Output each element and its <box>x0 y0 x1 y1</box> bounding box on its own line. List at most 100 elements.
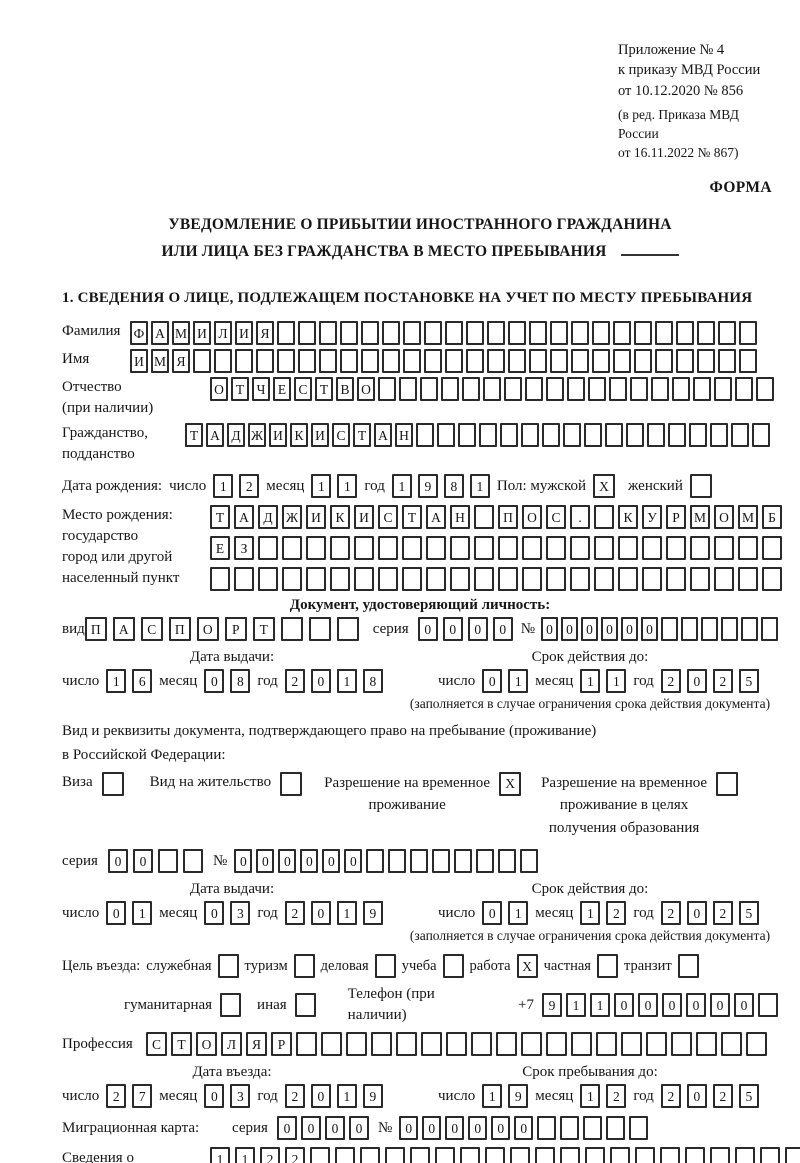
char-cell[interactable] <box>570 567 590 592</box>
char-cell[interactable]: 0 <box>422 1116 442 1141</box>
char-cell[interactable] <box>520 849 539 874</box>
char-cell[interactable] <box>193 349 211 374</box>
char-cell[interactable] <box>399 377 417 402</box>
char-cell[interactable] <box>498 567 518 592</box>
char-cell[interactable] <box>450 536 470 561</box>
char-cell[interactable] <box>571 321 589 346</box>
checkbox-cell[interactable]: X <box>593 474 616 499</box>
char-cell[interactable] <box>529 349 547 374</box>
char-cell[interactable]: К <box>290 423 308 448</box>
char-cell[interactable] <box>378 536 398 561</box>
char-cell[interactable]: О <box>357 377 375 402</box>
char-cell[interactable]: А <box>112 617 135 642</box>
char-cell[interactable] <box>498 536 518 561</box>
char-cell[interactable]: 0 <box>348 1116 369 1141</box>
char-cell[interactable]: 0 <box>492 617 513 642</box>
char-cell[interactable]: 0 <box>108 849 128 874</box>
char-cell[interactable] <box>605 423 623 448</box>
char-cell[interactable] <box>306 567 326 592</box>
char-cell[interactable]: 0 <box>399 1116 419 1141</box>
char-cell[interactable] <box>483 377 501 402</box>
char-cell[interactable]: Я <box>246 1032 267 1057</box>
char-cell[interactable] <box>626 423 644 448</box>
char-cell[interactable]: А <box>206 423 224 448</box>
char-cell[interactable]: 2 <box>284 1084 305 1109</box>
char-cell[interactable]: 0 <box>468 1116 488 1141</box>
char-cell[interactable]: 0 <box>324 1116 345 1141</box>
char-cell[interactable]: 1 <box>336 669 357 694</box>
char-cell[interactable] <box>319 321 337 346</box>
char-cell[interactable] <box>426 567 446 592</box>
char-cell[interactable] <box>584 423 602 448</box>
char-cell[interactable] <box>735 377 753 402</box>
char-cell[interactable]: Ж <box>248 423 266 448</box>
char-cell[interactable] <box>739 321 757 346</box>
char-cell[interactable] <box>718 321 736 346</box>
char-cell[interactable]: 2 <box>284 669 305 694</box>
char-cell[interactable] <box>496 1032 517 1057</box>
char-cell[interactable] <box>504 377 522 402</box>
char-cell[interactable] <box>721 617 738 642</box>
char-cell[interactable] <box>646 1032 667 1057</box>
char-cell[interactable] <box>714 377 732 402</box>
char-cell[interactable] <box>588 377 606 402</box>
char-cell[interactable]: 0 <box>300 849 319 874</box>
checkbox-cell[interactable] <box>374 954 396 979</box>
char-cell[interactable] <box>360 1147 380 1163</box>
char-cell[interactable] <box>426 536 446 561</box>
char-cell[interactable]: М <box>151 349 169 374</box>
char-cell[interactable]: 1 <box>580 669 601 694</box>
char-cell[interactable]: 6 <box>132 669 153 694</box>
char-cell[interactable]: 9 <box>542 993 562 1018</box>
char-cell[interactable] <box>522 536 542 561</box>
char-cell[interactable] <box>585 1147 605 1163</box>
char-cell[interactable]: 0 <box>133 849 153 874</box>
char-cell[interactable] <box>546 536 566 561</box>
char-cell[interactable] <box>758 993 778 1018</box>
char-cell[interactable]: 0 <box>686 669 707 694</box>
char-cell[interactable] <box>277 321 295 346</box>
char-cell[interactable] <box>319 349 337 374</box>
char-cell[interactable] <box>756 377 774 402</box>
char-cell[interactable] <box>571 1032 592 1057</box>
char-cell[interactable] <box>402 567 422 592</box>
char-cell[interactable] <box>282 567 302 592</box>
char-cell[interactable] <box>335 1147 355 1163</box>
char-cell[interactable] <box>437 423 455 448</box>
char-cell[interactable] <box>681 617 698 642</box>
char-cell[interactable] <box>336 617 359 642</box>
char-cell[interactable]: 0 <box>581 617 598 642</box>
char-cell[interactable]: И <box>354 505 374 530</box>
char-cell[interactable]: Т <box>315 377 333 402</box>
char-cell[interactable]: 8 <box>362 669 383 694</box>
char-cell[interactable]: Р <box>224 617 247 642</box>
char-cell[interactable] <box>738 567 758 592</box>
char-cell[interactable] <box>535 1147 555 1163</box>
char-cell[interactable]: С <box>294 377 312 402</box>
char-cell[interactable]: 1 <box>210 1147 230 1163</box>
char-cell[interactable]: 0 <box>204 1084 225 1109</box>
char-cell[interactable]: 5 <box>738 1084 759 1109</box>
char-cell[interactable] <box>371 1032 392 1057</box>
char-cell[interactable] <box>487 321 505 346</box>
char-cell[interactable]: П <box>498 505 518 530</box>
char-cell[interactable] <box>450 567 470 592</box>
char-cell[interactable] <box>546 377 564 402</box>
char-cell[interactable] <box>676 321 694 346</box>
char-cell[interactable]: 1 <box>482 1084 503 1109</box>
char-cell[interactable] <box>258 567 278 592</box>
char-cell[interactable]: 2 <box>660 901 681 926</box>
char-cell[interactable]: 0 <box>514 1116 534 1141</box>
char-cell[interactable] <box>563 423 581 448</box>
char-cell[interactable] <box>234 567 254 592</box>
char-cell[interactable] <box>606 1116 626 1141</box>
char-cell[interactable] <box>701 617 718 642</box>
char-cell[interactable]: С <box>378 505 398 530</box>
char-cell[interactable]: Ф <box>130 321 148 346</box>
char-cell[interactable]: Т <box>210 505 230 530</box>
char-cell[interactable]: Р <box>666 505 686 530</box>
char-cell[interactable] <box>696 1032 717 1057</box>
char-cell[interactable]: 0 <box>278 849 297 874</box>
char-cell[interactable] <box>508 349 526 374</box>
char-cell[interactable]: П <box>84 617 107 642</box>
